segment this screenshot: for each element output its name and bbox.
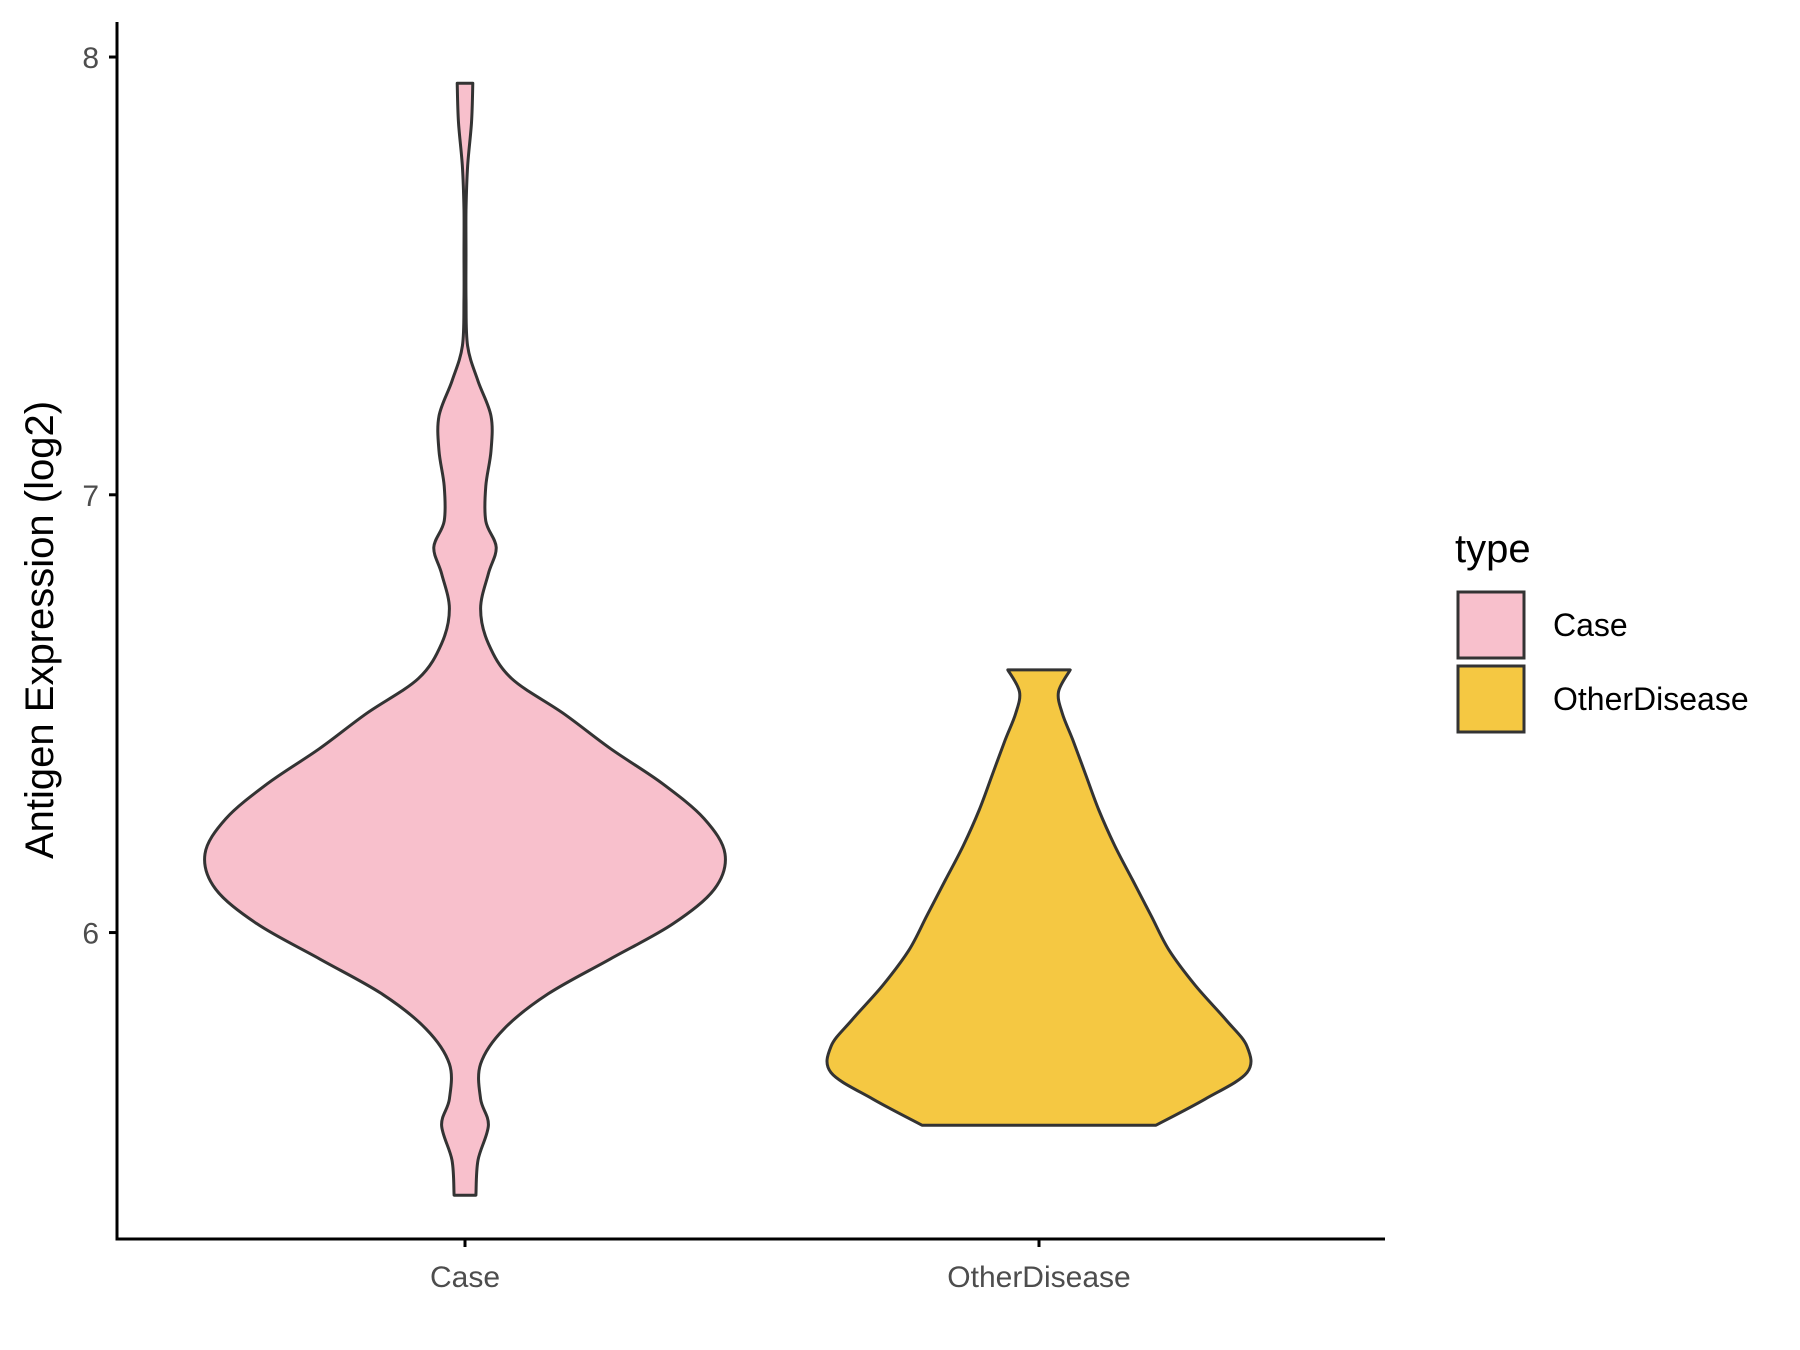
legend-key-case	[1456, 590, 1526, 660]
y-tick-label: 7	[82, 480, 99, 513]
legend-title: type	[1455, 527, 1531, 571]
x-tick-label: Case	[430, 1261, 500, 1294]
y-axis-ticks: 6 7 8	[82, 42, 117, 951]
y-axis-title: Antigen Expression (log2)	[18, 401, 62, 859]
y-tick-label: 6	[82, 918, 99, 951]
violin-otherdisease	[825, 668, 1253, 1127]
legend-key-otherdisease	[1456, 664, 1526, 734]
x-axis-ticks: Case OtherDisease	[430, 1239, 1131, 1294]
legend: type Case OtherDisease	[1455, 527, 1749, 734]
violin-layer	[203, 81, 1253, 1197]
violin-case	[203, 81, 727, 1197]
legend-items: Case OtherDisease	[1456, 590, 1749, 734]
legend-label-otherdisease: OtherDisease	[1553, 681, 1749, 717]
legend-label-case: Case	[1553, 607, 1628, 643]
x-tick-label: OtherDisease	[947, 1261, 1130, 1294]
plot-area: 6 7 8 Case OtherDisease	[82, 22, 1385, 1294]
y-tick-label: 8	[82, 42, 99, 75]
